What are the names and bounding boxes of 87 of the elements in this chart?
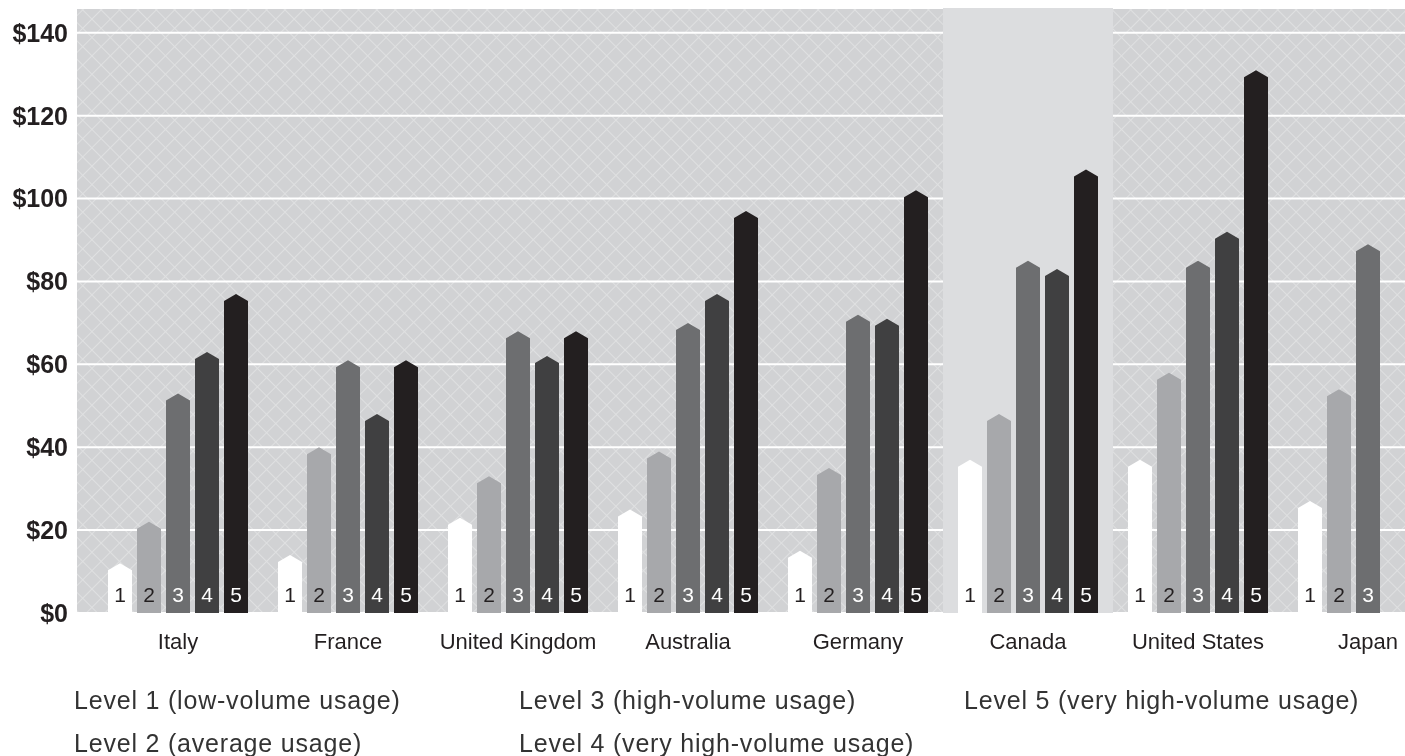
x-tick-label: Italy xyxy=(157,628,199,654)
text: Level 1 (low-volume usage) xyxy=(74,686,401,714)
bar xyxy=(904,190,928,613)
text: 4 xyxy=(1051,583,1063,606)
x-tick-label: France xyxy=(313,628,383,654)
text: 2 xyxy=(1333,583,1345,606)
bar xyxy=(1186,260,1210,613)
text: 1 xyxy=(114,583,126,606)
text: 5 xyxy=(1080,583,1092,606)
text: Level 5 (very high-volume usage) xyxy=(964,686,1360,714)
bar xyxy=(564,331,588,613)
text: 5 xyxy=(910,583,922,606)
bar xyxy=(1157,372,1181,613)
series-label: 3 xyxy=(512,583,524,606)
text: 4 xyxy=(711,583,723,606)
bar xyxy=(647,451,671,613)
bar xyxy=(1356,244,1380,613)
text: 2 xyxy=(483,583,495,606)
bar xyxy=(506,331,530,613)
text: Level 3 (high-volume usage) xyxy=(519,686,857,714)
x-tick-label: Japan xyxy=(1338,628,1398,654)
y-tick-label: $0 xyxy=(40,598,68,627)
text: 1 xyxy=(794,583,806,606)
text: 3 xyxy=(682,583,694,606)
bar xyxy=(817,467,841,613)
y-tick-label: $40 xyxy=(26,433,68,462)
bar xyxy=(477,476,501,613)
text: 5 xyxy=(1250,583,1262,606)
text: 3 xyxy=(852,583,864,606)
y-tick-label: $120 xyxy=(12,101,68,130)
x-tick-label: United Kingdom xyxy=(439,628,597,654)
bar xyxy=(846,314,870,613)
bar xyxy=(1215,231,1239,613)
text: 4 xyxy=(371,583,383,606)
bar xyxy=(195,351,219,613)
text: 1 xyxy=(284,583,296,606)
bar xyxy=(734,211,758,613)
y-tick-label: $60 xyxy=(26,350,68,379)
text: 1 xyxy=(964,583,976,606)
text: 3 xyxy=(1022,583,1034,606)
text: 2 xyxy=(993,583,1005,606)
bar xyxy=(535,356,559,613)
text: 5 xyxy=(740,583,752,606)
bar xyxy=(224,293,248,613)
bar xyxy=(166,393,190,613)
text: 1 xyxy=(1304,583,1316,606)
bar xyxy=(394,360,418,613)
text: 2 xyxy=(823,583,835,606)
text: 3 xyxy=(1192,583,1204,606)
y-tick-label: $100 xyxy=(12,184,68,213)
series-label: 4 xyxy=(541,583,554,606)
bar xyxy=(1244,70,1268,613)
text: 3 xyxy=(1362,583,1374,606)
text: 3 xyxy=(342,583,354,606)
series-label: 2 xyxy=(653,583,665,606)
text: 4 xyxy=(201,583,213,606)
bar xyxy=(1074,169,1098,613)
bar xyxy=(705,293,729,613)
text: 1 xyxy=(1134,583,1146,606)
x-tick-label: United States xyxy=(1131,628,1265,654)
text: 2 xyxy=(1163,583,1175,606)
bar xyxy=(137,521,161,613)
bar xyxy=(875,318,899,613)
text: 2 xyxy=(143,583,155,606)
text: 4 xyxy=(1221,583,1233,606)
bar xyxy=(676,322,700,613)
bar xyxy=(1016,260,1040,613)
bar xyxy=(1327,389,1351,613)
x-tick-label: Canada xyxy=(989,628,1068,654)
bar xyxy=(336,360,360,613)
series-label: 1 xyxy=(624,583,636,606)
text: 5 xyxy=(230,583,242,606)
text: 2 xyxy=(313,583,325,606)
x-tick-label: Australia xyxy=(645,628,732,654)
text: 1 xyxy=(454,583,466,606)
bar xyxy=(987,414,1011,613)
bar xyxy=(1045,269,1069,613)
series-label: 5 xyxy=(570,583,582,606)
text: 4 xyxy=(881,583,893,606)
y-tick-label: $140 xyxy=(12,18,68,47)
x-tick-label: Germany xyxy=(812,628,904,654)
bar xyxy=(307,447,331,613)
text: 3 xyxy=(172,583,184,606)
bar xyxy=(365,414,389,613)
text: 5 xyxy=(400,583,412,606)
y-tick-label: $20 xyxy=(26,516,68,544)
y-tick-label: $80 xyxy=(26,267,68,296)
